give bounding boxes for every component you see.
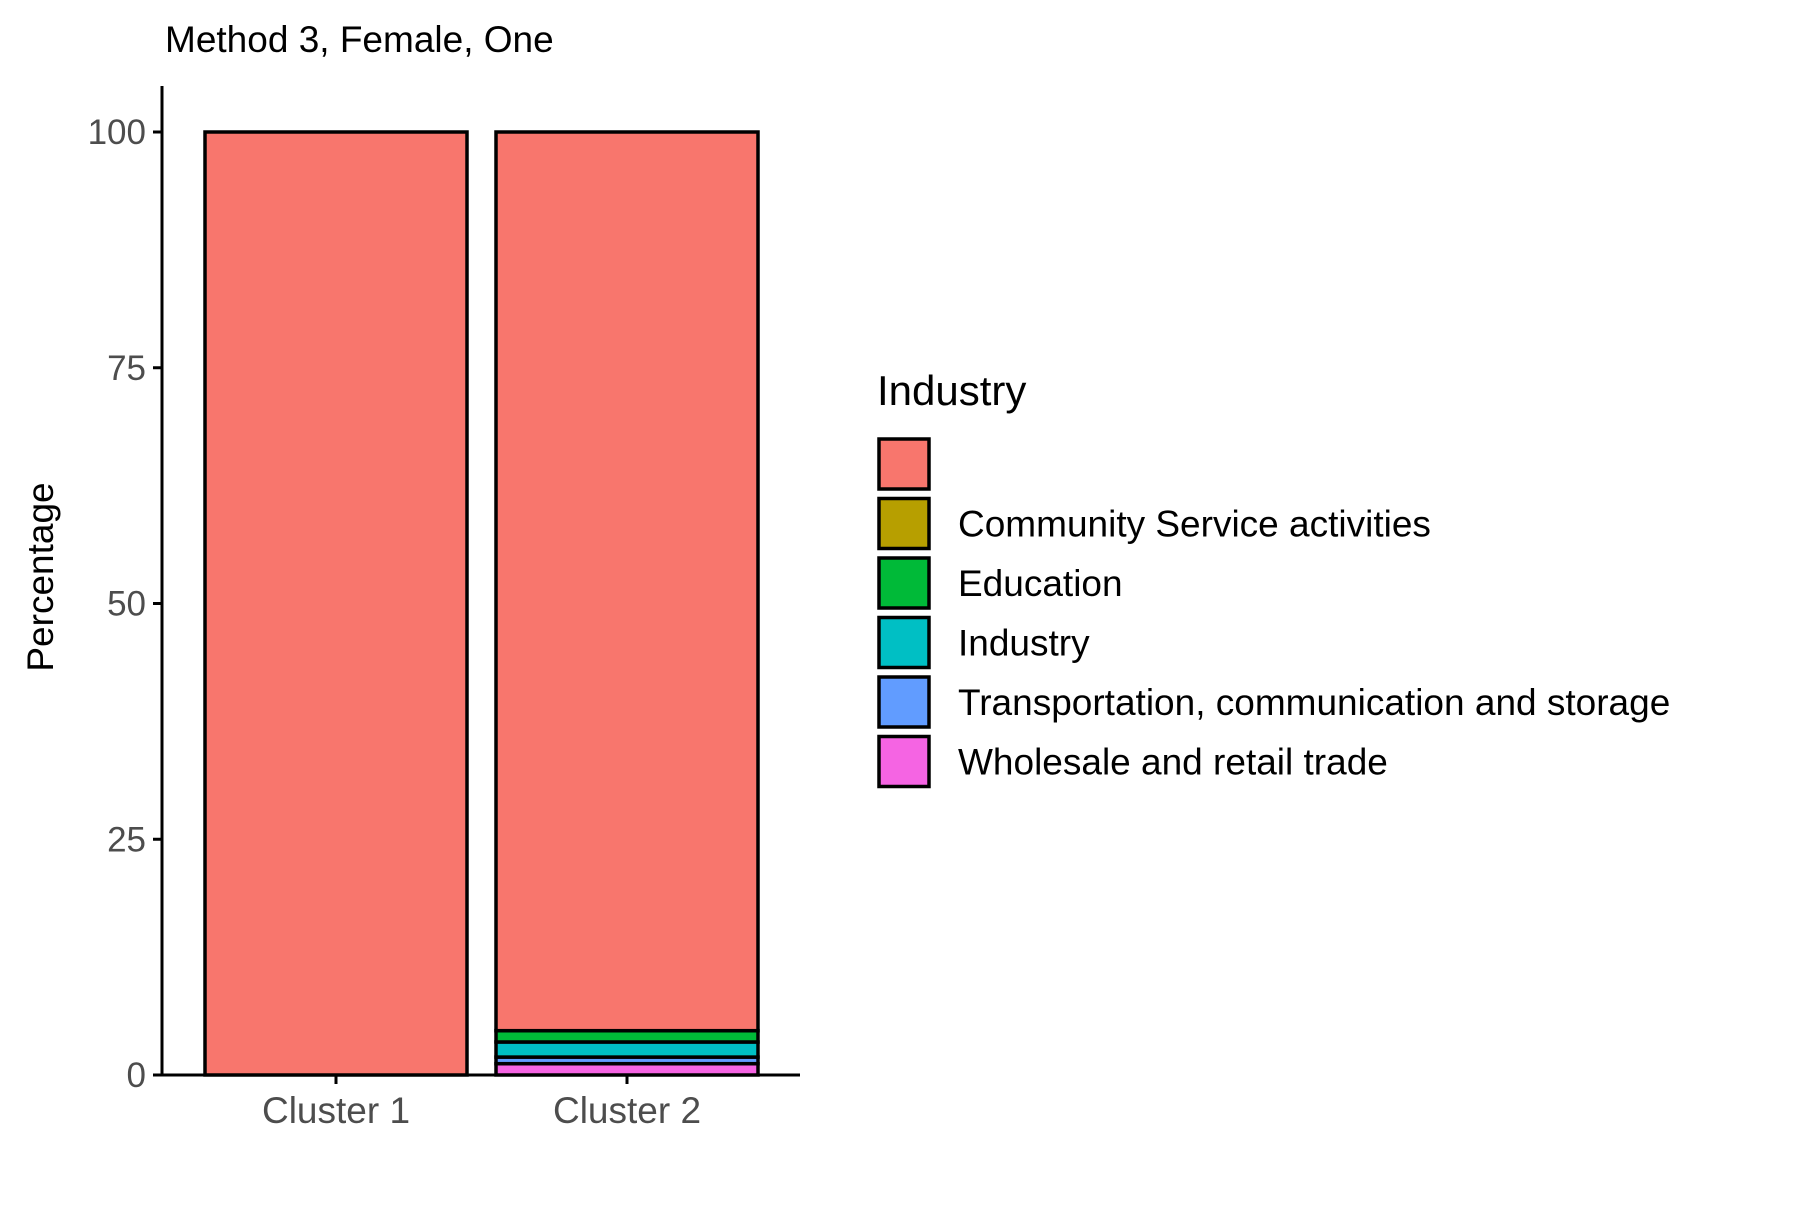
legend-key (877, 437, 931, 491)
legend-title: Industry (877, 367, 1026, 414)
legend-key (877, 615, 931, 670)
legend-label: Transportation, communication and storag… (958, 682, 1670, 723)
bars-layer (203, 130, 760, 1077)
y-tick-label: 100 (88, 113, 146, 152)
legend-label: Industry (958, 623, 1090, 664)
y-axis-label: Percentage (20, 482, 61, 671)
y-tick-label: 25 (107, 820, 146, 859)
x-tick-label: Cluster 2 (553, 1090, 701, 1131)
legend: Industry Community Service activities Edu… (877, 367, 1670, 789)
legend-label: Education (958, 563, 1123, 604)
axes-layer: 0 25 50 75 100 Cluster 1 Cluster 2 (88, 86, 800, 1131)
bar-segment (494, 130, 760, 1033)
bar-segment (494, 1040, 760, 1059)
y-tick-label: 75 (107, 349, 146, 388)
y-tick-label: 50 (107, 585, 146, 624)
x-tick-label: Cluster 1 (262, 1090, 410, 1131)
bar-segment (203, 130, 469, 1077)
legend-key (877, 556, 931, 610)
legend-key (877, 496, 931, 551)
chart-title: Method 3, Female, One (165, 19, 554, 60)
legend-label: Community Service activities (958, 504, 1431, 545)
legend-key (877, 734, 931, 789)
y-tick-label: 0 (127, 1056, 146, 1095)
legend-label: Wholesale and retail trade (958, 742, 1388, 783)
legend-key (877, 675, 931, 729)
